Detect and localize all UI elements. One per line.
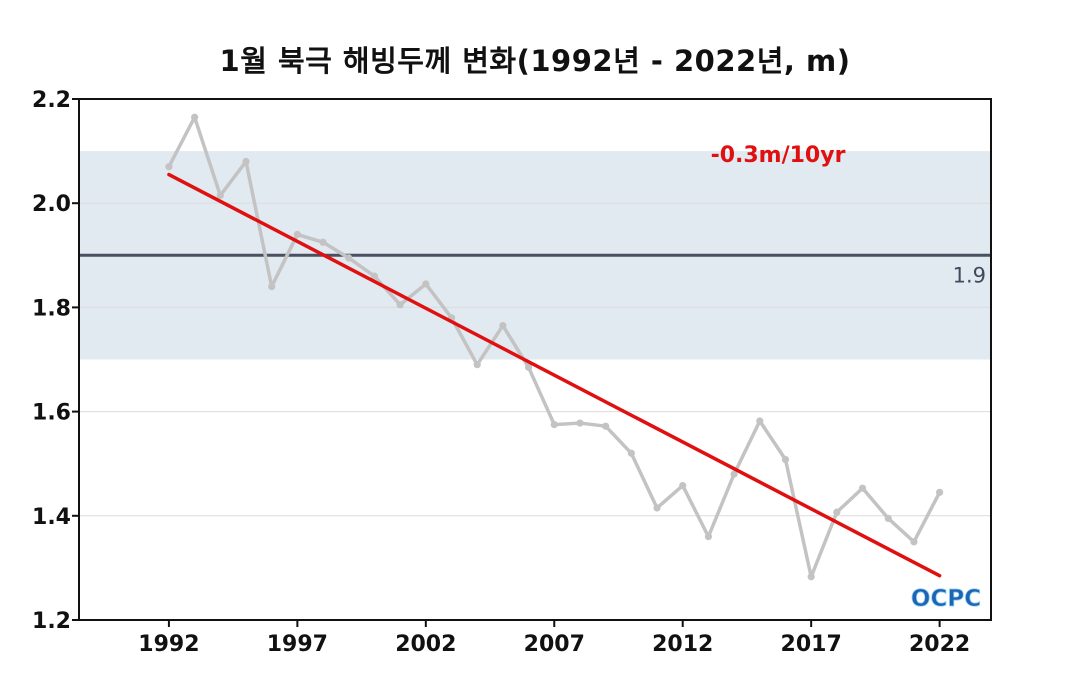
x-tick-label: 2002 bbox=[395, 632, 456, 657]
data-point bbox=[345, 254, 353, 262]
data-point bbox=[293, 230, 301, 239]
data-point bbox=[396, 301, 404, 309]
data-point bbox=[833, 508, 841, 516]
data-point bbox=[653, 504, 661, 512]
data-point bbox=[730, 470, 738, 478]
x-tick-label: 2012 bbox=[652, 632, 713, 657]
data-point bbox=[910, 538, 918, 546]
y-tick-label: 1.8 bbox=[32, 296, 71, 321]
data-point bbox=[602, 422, 610, 430]
y-tick-label: 1.2 bbox=[32, 609, 71, 634]
trend-line bbox=[167, 172, 942, 578]
data-point bbox=[627, 449, 635, 457]
chart-title: 1월 북극 해빙두께 변화(1992년 - 2022년, m) bbox=[219, 44, 851, 78]
x-tick-label: 2007 bbox=[524, 632, 585, 657]
data-point bbox=[858, 484, 867, 492]
data-point bbox=[319, 238, 327, 246]
data-point bbox=[704, 533, 713, 541]
data-point bbox=[781, 455, 790, 464]
data-point bbox=[191, 113, 199, 121]
x-tick-label: 2017 bbox=[781, 632, 842, 657]
trend-label: -0.3m/10yr bbox=[711, 143, 846, 168]
y-tick-label: 1.6 bbox=[32, 401, 71, 426]
data-point bbox=[936, 488, 944, 496]
data-point bbox=[422, 280, 430, 288]
data-point bbox=[576, 419, 584, 427]
data-point bbox=[499, 322, 507, 330]
data-point bbox=[884, 514, 892, 523]
x-tick-label: 2022 bbox=[909, 632, 970, 657]
data-point bbox=[679, 481, 687, 490]
data-point bbox=[473, 361, 481, 369]
plot-frame bbox=[78, 98, 992, 621]
data-point bbox=[550, 421, 558, 429]
x-tick-label: 1997 bbox=[267, 632, 328, 657]
data-point bbox=[756, 417, 764, 425]
ocpc-logo-text: OCPC bbox=[911, 586, 981, 612]
x-tick-label: 1992 bbox=[138, 632, 199, 657]
data-point bbox=[807, 573, 815, 581]
data-point bbox=[524, 363, 533, 371]
data-point bbox=[370, 272, 379, 280]
data-point bbox=[165, 163, 173, 171]
y-tick-label: 1.4 bbox=[32, 505, 71, 530]
reference-label: 1.9 bbox=[953, 263, 986, 287]
data-point bbox=[216, 191, 224, 199]
y-tick-label: 2.0 bbox=[32, 192, 71, 217]
data-point bbox=[242, 157, 250, 166]
data-point bbox=[268, 282, 276, 291]
ocpc-logo: OCPC bbox=[911, 586, 982, 613]
y-tick-label: 2.2 bbox=[32, 88, 71, 113]
